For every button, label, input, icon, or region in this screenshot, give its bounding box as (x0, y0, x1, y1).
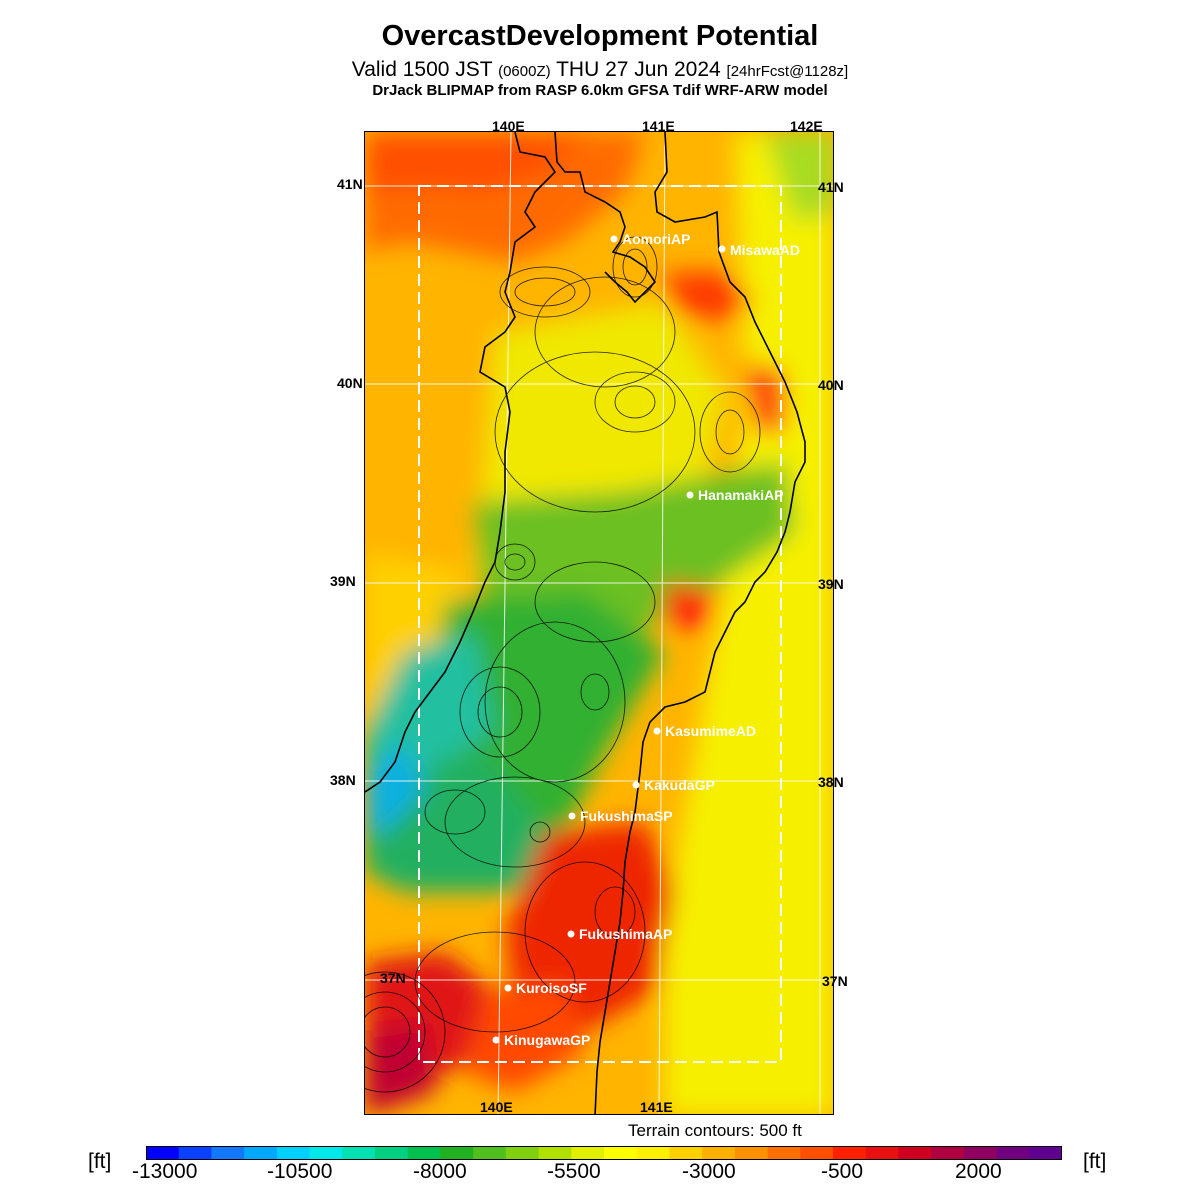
colorbar-swatch (636, 1146, 670, 1160)
colorbar-swatch (702, 1146, 736, 1160)
site-dot-fukushima-sp (568, 812, 576, 820)
terrain-contours (365, 236, 761, 1093)
chart-title: OvercastDevelopment Potential (381, 20, 819, 52)
site-dot-aomori (610, 235, 618, 243)
colorbar-unit-right: [ft] (1083, 1150, 1107, 1173)
colorbar-swatch (734, 1146, 769, 1160)
site-label: KasumimeAD (665, 723, 756, 739)
valid-time: Valid 1500 JST (0600Z) THU 27 Jun 2024 [… (0, 58, 1200, 82)
colorbar-swatch (931, 1146, 965, 1160)
inner-domain-box (418, 185, 782, 1063)
colorbar-swatch (440, 1146, 474, 1160)
site-labels: AomoriAP MisawaAD HanamakiAP KasumimeAD … (504, 231, 800, 1048)
lat-label-right: 40N (818, 377, 844, 393)
lon-label-top: 142E (790, 118, 823, 134)
site-dot-kinugawa (492, 1036, 500, 1044)
site-dot-kuroiso (504, 984, 512, 992)
colorbar-swatch (1029, 1146, 1062, 1160)
lat-label-left: 40N (337, 375, 363, 391)
site-label: KakudaGP (644, 777, 715, 793)
colorbar-swatch (342, 1146, 376, 1160)
lat-label-left: 41N (337, 176, 363, 192)
colorbar-tick-label: -5500 (547, 1160, 601, 1183)
colorbar (146, 1146, 1062, 1160)
colorbar-swatch (309, 1146, 343, 1160)
colorbar-unit-left: [ft] (88, 1150, 112, 1173)
colorbar-swatch (996, 1146, 1030, 1160)
colorbar-swatch (898, 1146, 932, 1160)
lon-label-top: 141E (642, 118, 675, 134)
colorbar-swatch (767, 1146, 801, 1160)
colorbar-swatch (375, 1146, 409, 1160)
colorbar-swatch (146, 1146, 180, 1160)
site-label: HanamakiAP (698, 487, 784, 503)
colorbar-swatch (211, 1146, 245, 1160)
lat-label-left: 37N (380, 970, 406, 986)
site-dot-hanamaki (686, 491, 694, 499)
colorbar-swatch (178, 1146, 212, 1160)
lat-label-right: 37N (822, 973, 848, 989)
lon-label-bottom: 141E (640, 1099, 673, 1115)
site-dot-fukushima-ap (567, 930, 575, 938)
colorbar-swatch (505, 1146, 540, 1160)
colorbar-swatch (669, 1146, 703, 1160)
colorbar-swatch (963, 1146, 998, 1160)
lon-label-top: 140E (492, 118, 525, 134)
colorbar-tick-label: -3000 (682, 1160, 736, 1183)
lat-label-right: 41N (818, 179, 844, 195)
site-label: FukushimaAP (579, 926, 672, 942)
colorbar-swatch (244, 1146, 278, 1160)
colorbar-tick-label: 2000 (955, 1160, 1002, 1183)
colorbar-border (146, 1146, 1062, 1160)
colorbar-swatch (865, 1146, 899, 1160)
lat-label-left: 38N (330, 772, 356, 788)
site-label: KinugawaGP (504, 1032, 590, 1048)
lat-label-right: 38N (818, 774, 844, 790)
colorbar-swatch (800, 1146, 834, 1160)
valid-prefix: Valid 1500 JST (351, 58, 493, 81)
valid-date: THU 27 Jun 2024 (556, 58, 721, 81)
colorbar-swatch (473, 1146, 507, 1160)
colorbar-tick-label: -13000 (132, 1160, 198, 1183)
site-label: MisawaAD (730, 242, 800, 258)
colorbar-swatch (604, 1146, 638, 1160)
colorbar-tick-label: -8000 (413, 1160, 467, 1183)
colorbar-swatch (571, 1146, 605, 1160)
site-dot-kasumime (653, 727, 661, 735)
valid-utc: (0600Z) (498, 63, 551, 80)
terrain-contours-note: Terrain contours: 500 ft (628, 1121, 802, 1140)
site-label: FukushimaSP (580, 808, 673, 824)
colorbar-tick-label: -10500 (267, 1160, 333, 1183)
colorbar-swatch (407, 1146, 441, 1160)
lat-label-left: 39N (330, 573, 356, 589)
site-markers (492, 235, 726, 1044)
forecast-info: [24hrFcst@1128z] (726, 63, 849, 80)
colorbar-swatch (276, 1146, 311, 1160)
east-coastline (554, 132, 806, 1114)
west-coastline (365, 132, 557, 793)
site-dot-kakuda (632, 781, 640, 789)
site-label: KuroisoSF (516, 980, 587, 996)
model-info: DrJack BLIPMAP from RASP 6.0km GFSA Tdif… (372, 82, 828, 99)
colorbar-tick-label: -500 (821, 1160, 864, 1183)
site-dot-misawa (718, 245, 726, 253)
site-label: AomoriAP (622, 231, 690, 247)
colorbar-swatch (833, 1146, 867, 1160)
colorbar-swatch (538, 1146, 572, 1160)
forecast-map: AomoriAP MisawaAD HanamakiAP KasumimeAD … (365, 132, 833, 1114)
lat-label-right: 39N (818, 576, 844, 592)
map-panel: AomoriAP MisawaAD HanamakiAP KasumimeAD … (364, 131, 834, 1115)
lon-label-bottom: 140E (480, 1099, 513, 1115)
